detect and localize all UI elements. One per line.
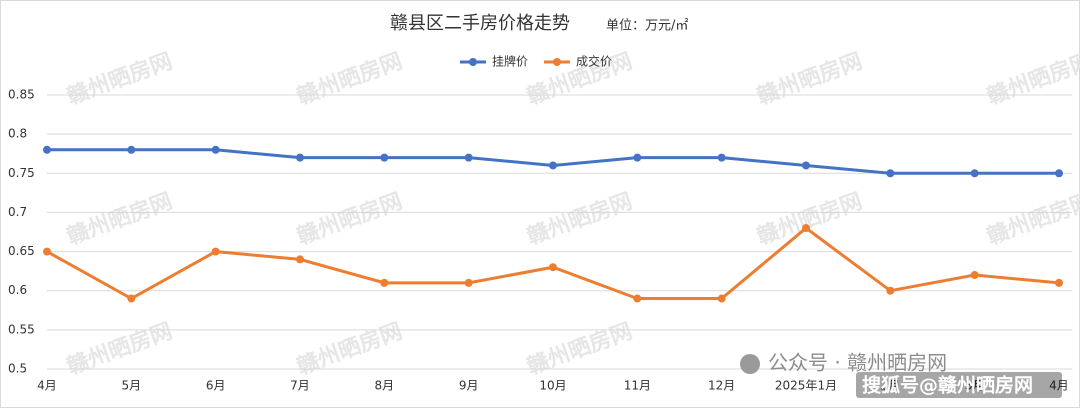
chart-title: 赣县区二手房价格走势 [390, 13, 570, 34]
data-point [970, 271, 979, 280]
data-point [717, 153, 726, 162]
x-tick-label: 9月 [459, 379, 479, 393]
x-tick-label: 3月 [965, 379, 985, 393]
data-point [717, 294, 726, 303]
data-point [1055, 169, 1063, 178]
data-point [549, 161, 557, 170]
data-point [43, 145, 51, 154]
data-point [802, 161, 810, 170]
y-tick-label: 0.55 [8, 322, 35, 336]
data-point [464, 153, 473, 162]
x-tick-label: 5月 [122, 379, 142, 393]
data-point [296, 153, 304, 162]
wechat-icon [740, 354, 760, 374]
x-tick-label: 4月 [1049, 379, 1069, 393]
legend-label: 挂牌价 [492, 55, 528, 69]
data-point [211, 247, 220, 256]
data-point [296, 255, 304, 264]
x-tick-label: 11月 [624, 379, 651, 393]
y-tick-label: 0.75 [8, 166, 35, 180]
x-tick-label: 2025年1月 [775, 379, 837, 393]
y-tick-label: 0.85 [8, 88, 35, 102]
data-point [633, 294, 642, 303]
data-point [886, 169, 895, 178]
annotation-bg [856, 372, 1062, 398]
y-tick-label: 0.7 [8, 205, 27, 219]
x-tick-label: 4月 [37, 379, 57, 393]
annotation: 搜狐号@赣州晒房网 [862, 374, 1033, 397]
x-tick-label: 8月 [375, 379, 395, 393]
data-point [211, 145, 220, 154]
legend-label: 成交价 [576, 54, 612, 69]
y-tick-label: 0.65 [8, 244, 35, 258]
data-point [802, 224, 810, 233]
y-tick-label: 0.6 [8, 283, 27, 297]
data-point [127, 294, 136, 303]
data-point [380, 153, 389, 162]
x-tick-label: 2月 [881, 379, 901, 393]
data-point [43, 247, 51, 256]
y-tick-label: 0.8 [8, 127, 27, 141]
x-tick-label: 12月 [708, 379, 735, 393]
legend-marker [553, 58, 561, 66]
data-point [127, 145, 136, 154]
annotation: 公众号 · 赣州晒房网 [768, 351, 947, 375]
data-point [380, 278, 389, 287]
x-tick-label: 10月 [539, 379, 566, 393]
legend-marker [469, 58, 477, 66]
chart-subtitle: 单位：万元/㎡ [606, 19, 688, 34]
data-point [633, 153, 642, 162]
data-point [1055, 278, 1063, 287]
data-point [886, 286, 895, 295]
data-point [549, 263, 557, 272]
x-tick-label: 7月 [290, 379, 310, 393]
x-tick-label: 6月 [206, 379, 226, 393]
data-point [464, 278, 473, 287]
data-point [970, 169, 979, 178]
y-tick-label: 0.5 [8, 362, 27, 376]
